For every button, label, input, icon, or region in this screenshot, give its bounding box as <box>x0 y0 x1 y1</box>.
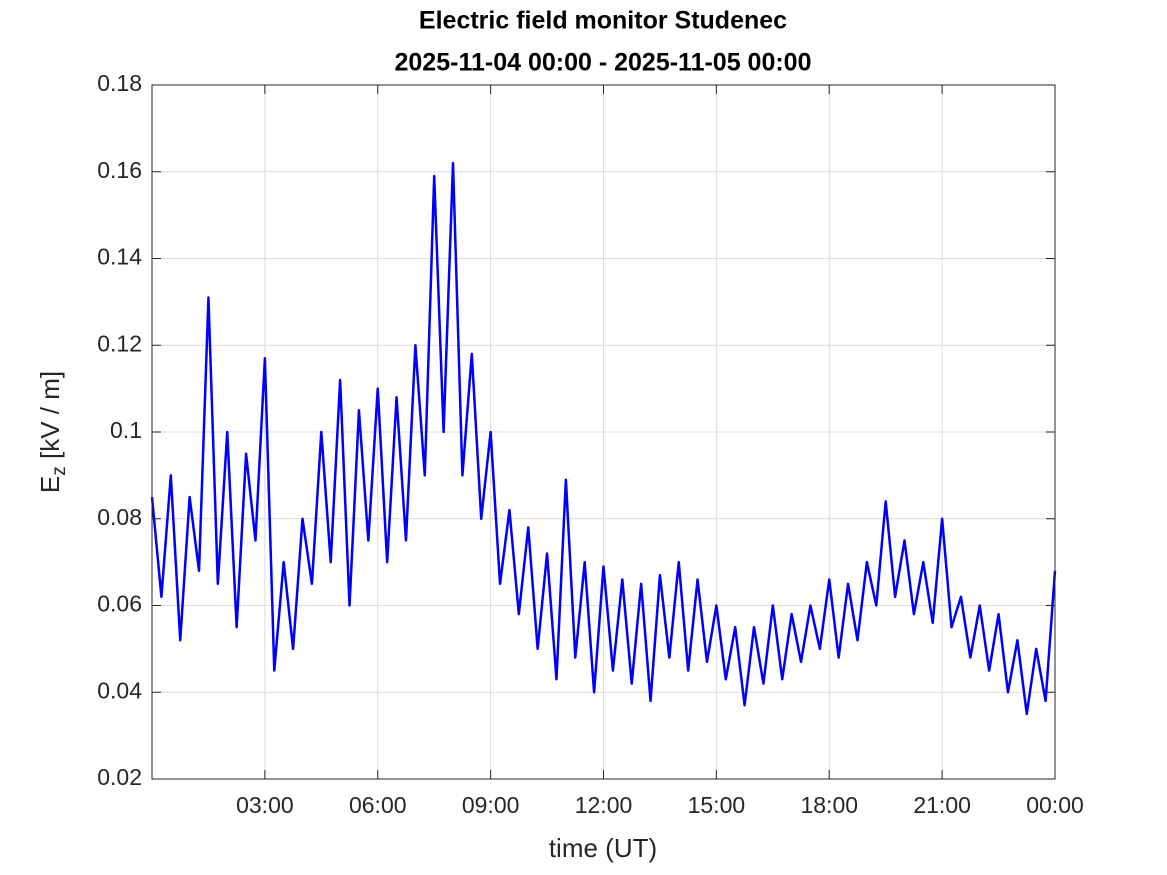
y-tick-label: 0.02 <box>97 764 142 790</box>
y-tick-label: 0.08 <box>97 504 142 530</box>
x-tick-label: 03:00 <box>236 792 294 818</box>
x-axis-label: time (UT) <box>549 833 657 863</box>
y-tick-label: 0.16 <box>97 157 142 183</box>
y-tick-label: 0.04 <box>97 677 142 703</box>
chart-subtitle: 2025-11-04 00:00 - 2025-11-05 00:00 <box>395 49 812 77</box>
x-tick-label: 12:00 <box>575 792 633 818</box>
x-tick-label: 06:00 <box>349 792 407 818</box>
data-line <box>150 161 1057 716</box>
y-tick-label: 0.06 <box>97 591 142 617</box>
x-tick-label: 18:00 <box>800 792 858 818</box>
y-tick-label: 0.14 <box>97 244 142 270</box>
y-axis-label: Ez [kV / m] <box>35 371 70 493</box>
axes-box <box>151 84 1056 780</box>
x-tick-label: 21:00 <box>913 792 971 818</box>
y-label-base: E <box>35 476 65 493</box>
x-tick-label: 00:00 <box>1026 792 1084 818</box>
x-tick-label: 15:00 <box>688 792 746 818</box>
y-label-subscript: z <box>49 466 70 476</box>
y-label-rest: [kV / m] <box>35 371 65 466</box>
chart-title: Electric field monitor Studenec <box>419 7 787 35</box>
y-tick-label: 0.1 <box>110 417 142 443</box>
y-tick-label: 0.18 <box>97 70 142 96</box>
y-tick-label: 0.12 <box>97 330 142 356</box>
x-tick-label: 09:00 <box>462 792 520 818</box>
